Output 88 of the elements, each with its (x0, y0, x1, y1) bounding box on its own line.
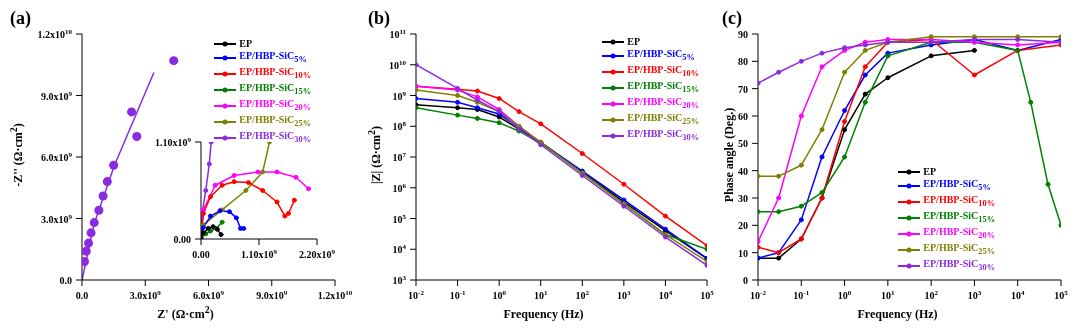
y-tick-label: 60 (738, 111, 748, 122)
legend-label: EP/HBP-SiC$_{20%}$ (923, 226, 995, 242)
x-tick-label: 2.20x10$^{9}$ (299, 248, 336, 260)
x-tick-label: 10$^{4}$ (658, 289, 673, 301)
x-tick-label: 10$^{0}$ (837, 289, 852, 301)
legend-label: EP (627, 36, 641, 48)
legend-label: EP/HBP-SiC$_{30%}$ (239, 130, 311, 146)
x-tick-label: 0.0 (75, 290, 89, 301)
x-tick-label: 10$^{2}$ (924, 289, 939, 301)
x-tick-label: 1.2x10$^{10}$ (317, 289, 353, 301)
y-tick-label: 50 (738, 138, 748, 150)
y-tick-label: 10$^{3}$ (392, 274, 407, 286)
legend-label: EP/HBP-SiC$_{20%}$ (239, 98, 311, 114)
legend-label: EP (239, 38, 253, 50)
chart-title: (c) (722, 8, 742, 29)
point (86, 228, 96, 238)
legend-label: EP/HBP-SiC$_{25%}$ (627, 112, 699, 128)
x-tick-label: 0.00 (192, 249, 210, 260)
y-tick-label: 10$^{6}$ (392, 181, 407, 194)
point (89, 218, 99, 228)
point (132, 131, 142, 142)
y-tick-label: 3.0x10$^{9}$ (41, 212, 73, 225)
legend-label: EP/HBP-SiC$_{10%}$ (923, 194, 995, 210)
point (109, 160, 119, 170)
legend-label: EP/HBP-SiC$_{15%}$ (627, 80, 699, 96)
y-tick-label: 40 (738, 165, 748, 177)
legend-label: EP/HBP-SiC$_{10%}$ (627, 64, 699, 80)
legend-label: EP/HBP-SiC$_{30%}$ (627, 128, 699, 144)
point (102, 177, 112, 187)
point (94, 205, 104, 215)
legend-label: EP (923, 166, 937, 178)
x-tick-label: 10$^{5}$ (700, 289, 715, 301)
x-tick-label: 10$^{1}$ (881, 289, 896, 301)
x-axis-title: Frequency (Hz) (856, 307, 939, 322)
x-tick-label: 10$^{-2}$ (408, 289, 425, 301)
y-tick-label: 30 (738, 193, 748, 204)
x-tick-label: 10$^{0}$ (492, 289, 507, 301)
y-tick-label: 9.0x10$^{9}$ (41, 89, 73, 102)
point (82, 246, 91, 256)
legend-label: EP/HBP-SiC$_{10%}$ (239, 66, 311, 82)
y-tick-label: 10$^{11}$ (389, 28, 407, 40)
point (98, 191, 108, 201)
y-tick-label: 0.0 (59, 275, 72, 286)
point (127, 107, 137, 117)
x-tick-label: 3.0x10$^{9}$ (129, 289, 162, 301)
x-tick-label: 10$^{-2}$ (750, 289, 767, 301)
y-tick-label: 1.2x10$^{10}$ (37, 28, 73, 40)
x-axis-title: Frequency (Hz) (502, 307, 585, 322)
x-tick-label: 10$^{1}$ (533, 289, 548, 301)
y-tick-label: 80 (738, 56, 748, 68)
y-tick-label: 10$^{9}$ (392, 89, 407, 102)
x-axis-title: Z' (Ω·cm$^{2}$) (156, 304, 215, 322)
x-tick-label: 10$^{5}$ (1054, 289, 1069, 301)
y-tick-label: 10$^{10}$ (389, 58, 407, 71)
line-series (82, 72, 155, 280)
legend-label: EP/HBP-SiC$_{20%}$ (627, 96, 699, 112)
x-tick-label: 10$^{-1}$ (793, 289, 810, 301)
y-tick-label: 10$^{5}$ (392, 212, 407, 225)
point (82, 257, 90, 267)
x-tick-label: 10$^{3}$ (617, 289, 632, 301)
legend-label: EP/HBP-SiC$_{5%}$ (627, 48, 695, 64)
y-tick-label: 6.0x10$^{9}$ (41, 151, 73, 163)
chart-title: (b) (368, 8, 390, 29)
y-tick-label: 10$^{8}$ (392, 120, 407, 133)
x-tick-label: 10$^{3}$ (967, 289, 982, 301)
y-tick-label: 90 (738, 29, 748, 40)
point (169, 56, 179, 66)
y-tick-label: 0 (743, 275, 748, 286)
y-tick-label: 10$^{7}$ (392, 151, 407, 163)
legend-label: EP/HBP-SiC$_{25%}$ (239, 114, 311, 130)
legend-label: EP/HBP-SiC$_{25%}$ (923, 242, 995, 258)
y-tick-label: 20 (738, 220, 748, 232)
y-tick-label: 70 (738, 83, 748, 95)
x-tick-label: 6.0x10$^{9}$ (193, 289, 225, 301)
chart-title: (a) (10, 8, 31, 29)
legend-label: EP/HBP-SiC$_{5%}$ (239, 50, 307, 66)
point (84, 238, 94, 248)
x-tick-label: 1.10x10$^{9}$ (241, 248, 278, 260)
x-tick-label: 10$^{2}$ (575, 289, 590, 301)
x-tick-label: 10$^{4}$ (1010, 289, 1025, 301)
y-axis-title: Phase angle (Deg.) (721, 107, 737, 203)
x-tick-label: 9.0x10$^{9}$ (256, 289, 288, 301)
legend-label: EP/HBP-SiC$_{15%}$ (239, 82, 311, 98)
legend-label: EP/HBP-SiC$_{15%}$ (923, 210, 995, 226)
x-tick-label: 10$^{-1}$ (449, 289, 466, 301)
legend-label: EP/HBP-SiC$_{30%}$ (923, 258, 995, 274)
y-tick-label: 10 (738, 247, 748, 259)
legend-label: EP/HBP-SiC$_{5%}$ (923, 178, 991, 194)
